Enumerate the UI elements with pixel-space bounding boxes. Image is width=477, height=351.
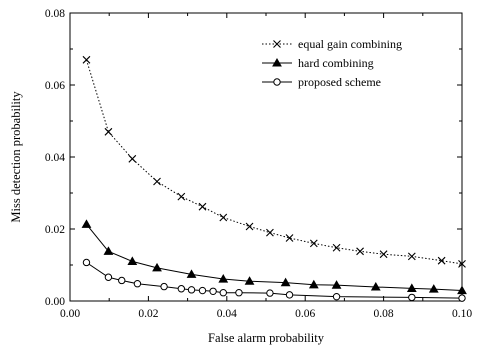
series-line xyxy=(85,59,463,265)
data-point xyxy=(81,219,92,228)
data-point xyxy=(235,289,243,297)
plot-frame xyxy=(69,12,463,302)
data-point xyxy=(82,258,91,267)
data-point xyxy=(177,285,186,293)
data-point xyxy=(408,293,416,302)
legend-marker xyxy=(273,78,281,86)
data-point xyxy=(219,213,228,222)
data-point xyxy=(219,289,227,297)
legend-marker xyxy=(273,40,281,48)
data-point xyxy=(187,286,196,294)
data-point xyxy=(218,274,229,283)
legend-item: equal gain combining xyxy=(262,37,402,51)
data-point xyxy=(198,286,207,295)
data-point xyxy=(308,279,319,289)
data-point xyxy=(285,234,294,242)
data-point xyxy=(331,280,342,289)
data-point xyxy=(285,291,294,299)
x-tick-label: 0.10 xyxy=(452,308,472,320)
legend-item: proposed scheme xyxy=(262,75,381,89)
axis-ticks xyxy=(69,12,463,302)
data-point xyxy=(103,246,114,255)
data-point xyxy=(428,284,439,293)
series-equal-gain-combining xyxy=(82,55,466,268)
data-point xyxy=(407,252,416,261)
y-tick-label: 0.06 xyxy=(45,80,65,92)
series-proposed-scheme xyxy=(82,258,466,302)
series-line xyxy=(86,224,463,292)
legend-item: hard combining xyxy=(262,56,374,70)
x-axis-label: False alarm probability xyxy=(208,331,325,345)
y-tick-label: 0.08 xyxy=(45,8,65,20)
data-point xyxy=(332,292,341,301)
legend: equal gain combining hard combining propos… xyxy=(262,37,402,89)
data-point xyxy=(133,280,142,288)
data-point xyxy=(266,289,274,297)
x-tick-label: 0.00 xyxy=(60,308,80,320)
x-tick-label: 0.04 xyxy=(217,308,237,320)
data-point xyxy=(118,276,126,285)
tick-labels: 0.00 0.02 0.04 0.06 0.08 0.10 0.00 0.02 0.04 0.06… xyxy=(45,8,472,320)
data-point xyxy=(127,256,138,265)
data-point xyxy=(457,285,467,295)
data-point xyxy=(186,269,197,278)
x-tick-label: 0.08 xyxy=(374,308,394,320)
series-group xyxy=(81,55,467,302)
x-tick-label: 0.02 xyxy=(138,308,158,320)
data-point xyxy=(104,127,113,136)
data-point xyxy=(82,55,91,64)
y-tick-label: 0.00 xyxy=(45,296,65,308)
legend-label: proposed scheme xyxy=(298,75,381,89)
y-axis-label: Miss detection probability xyxy=(9,91,23,223)
plot-area-border xyxy=(69,12,463,302)
legend-label: equal gain combining xyxy=(298,37,402,51)
data-point xyxy=(160,282,168,291)
data-point xyxy=(280,277,291,287)
data-point xyxy=(266,228,274,237)
x-tick-label: 0.06 xyxy=(295,308,315,320)
data-point xyxy=(245,222,254,231)
data-point xyxy=(177,192,186,201)
y-tick-label: 0.02 xyxy=(45,224,65,236)
data-point xyxy=(128,154,137,163)
data-point xyxy=(153,177,161,186)
data-point xyxy=(209,287,217,295)
data-point xyxy=(458,294,466,302)
data-point xyxy=(379,250,388,259)
data-point xyxy=(458,260,466,268)
data-point xyxy=(104,273,113,281)
data-point xyxy=(244,276,255,285)
data-point xyxy=(406,283,417,292)
series-line xyxy=(86,262,463,299)
data-point xyxy=(198,202,207,211)
y-tick-label: 0.04 xyxy=(45,152,65,164)
data-point xyxy=(437,256,446,265)
data-point xyxy=(332,243,341,252)
data-point xyxy=(309,239,318,248)
legend-label: hard combining xyxy=(298,56,374,70)
data-point xyxy=(152,262,162,272)
series-hard-combining xyxy=(81,219,467,295)
data-point xyxy=(356,247,364,256)
legend-marker xyxy=(272,57,282,67)
data-point xyxy=(370,281,381,291)
